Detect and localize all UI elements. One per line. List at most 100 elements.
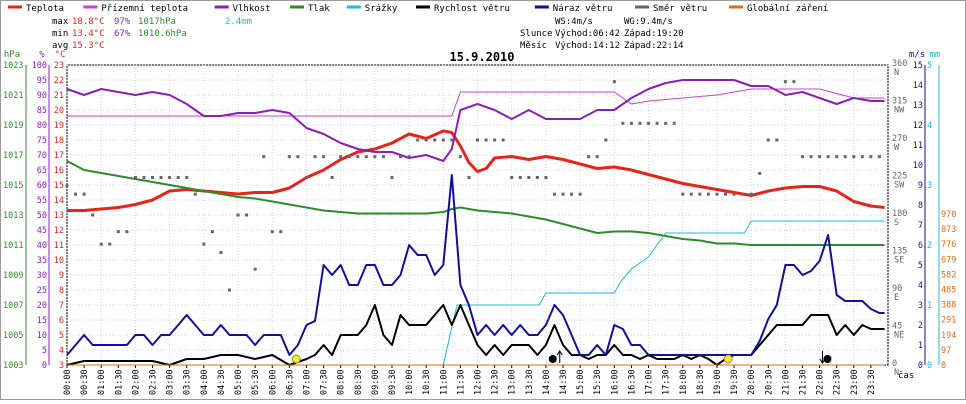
- axis-tick-ms: 1: [918, 341, 923, 351]
- stat-max-hum: 97%: [114, 17, 131, 27]
- series-point-dir: [262, 155, 266, 159]
- axis-tick-hpa: 1003: [3, 361, 23, 371]
- x-tick-label: 14:30: [559, 369, 569, 395]
- stat-min-hum: 67%: [114, 29, 131, 39]
- axis-tick-degc: 8: [59, 286, 64, 296]
- stats-block: max 18.8°C 97% 1017hPa 2.4mm min 13.4°C …: [52, 17, 252, 51]
- x-tick-label: 16:00: [610, 369, 620, 395]
- axis-tick-dir-name: N: [894, 68, 899, 78]
- series-point-dir: [518, 176, 522, 179]
- series-point-dir: [493, 138, 497, 142]
- axis-tick-ms: 8: [918, 201, 923, 211]
- x-tick-label: 21:30: [798, 369, 808, 395]
- axis-tick-hpa: 1011: [3, 241, 23, 251]
- axis-tick-ms: 3: [918, 301, 923, 311]
- axis-tick-ms: 0: [918, 361, 923, 371]
- axis-tick-dir-name: SW: [894, 181, 905, 191]
- axis-tick-mm: 3: [927, 181, 932, 191]
- axis-tick-dir-deg: 180: [892, 209, 907, 219]
- axis-tick-ms: 10: [913, 161, 923, 171]
- x-tick-label: 03:30: [183, 369, 193, 395]
- axis-tick-degc: 13: [54, 211, 64, 221]
- axis-tick-dir-deg: 0: [892, 359, 897, 369]
- chart-title: 15.9.2010: [449, 50, 514, 64]
- series-point-dir: [587, 155, 591, 159]
- stat-max-label: max: [52, 17, 69, 27]
- series-line-3: [66, 160, 885, 246]
- series-point-dir: [689, 192, 693, 196]
- x-tick-label: 19:00: [713, 369, 723, 395]
- x-tick-label: 10:30: [422, 369, 432, 395]
- axis-tick-pct: 40: [37, 241, 47, 251]
- series-point-dir: [441, 138, 445, 142]
- axis-tick-pct: 50: [37, 211, 47, 221]
- sunset-marker: [723, 354, 733, 364]
- series-point-dir: [467, 176, 471, 179]
- series-point-dir: [116, 230, 120, 234]
- axis-tick-ms: 7: [918, 221, 923, 231]
- x-tick-label: 09:00: [371, 369, 381, 395]
- x-tick-label: 05:30: [251, 369, 261, 395]
- legend-label-wind: Rychlost větru: [434, 4, 510, 14]
- x-tick-label: 16:30: [627, 369, 637, 395]
- axis-tick-ms: 9: [918, 181, 923, 191]
- axis-tick-rad: 873: [941, 225, 956, 235]
- axis-tick-dir-name: N: [894, 368, 899, 378]
- axis-tick-hpa: 1015: [3, 181, 23, 191]
- series-line-0: [67, 129, 885, 212]
- series-point-dir: [783, 80, 787, 84]
- series-point-dir: [219, 251, 223, 254]
- axis-tick-pct: 25: [37, 286, 47, 296]
- axis-tick-ms: 5: [918, 261, 923, 271]
- x-tick-label: 07:30: [320, 369, 330, 395]
- series-point-dir: [322, 155, 326, 159]
- x-tick-label: 14:00: [542, 369, 552, 395]
- axis-tick-dir-name: E: [894, 293, 899, 303]
- axis-tick-mm: 0: [927, 361, 932, 371]
- series-point-dir: [82, 192, 86, 196]
- series-point-dir: [604, 138, 608, 142]
- stat-min-temp: 13.4°C: [72, 29, 105, 39]
- info-sun-rise: Východ:06:42: [555, 29, 620, 39]
- series-point-dir: [638, 121, 642, 125]
- astro-info: WS:4m/s WG:9.4m/s Slunce Východ:06:42 Zá…: [520, 17, 684, 51]
- axis-tick-pct: 100: [32, 61, 47, 71]
- legend: Teplota Přízemní teplota Vlhkost Tlak Srážky…: [8, 4, 828, 14]
- x-tick-label: 11:30: [456, 369, 466, 395]
- x-tick-label: 05:00: [234, 369, 244, 395]
- axis-tick-degc: 12: [54, 226, 64, 236]
- series-point-dir: [304, 176, 308, 179]
- markers: [291, 350, 832, 364]
- axis-tick-dir-name: NW: [894, 106, 905, 116]
- series-point-dir: [595, 155, 599, 159]
- axis-tick-rad: 679: [941, 255, 956, 265]
- series-point-dir: [758, 171, 762, 175]
- axis-tick-pct: 35: [37, 256, 47, 266]
- axis-tick-degc: 11: [54, 241, 64, 251]
- x-tick-label: 23:30: [867, 369, 877, 395]
- axis-tick-hpa: 1017: [3, 151, 23, 161]
- legend-label-dir: Směr větru: [653, 4, 707, 14]
- series-line-4: [67, 220, 885, 366]
- axis-tick-degc: 16: [54, 166, 64, 176]
- series-point-dir: [108, 242, 112, 246]
- axis-tick-hpa: 1013: [3, 211, 23, 221]
- axis-unit-ms: m/s: [909, 50, 925, 60]
- moonset-marker: [823, 355, 832, 363]
- axis-tick-mm: 2: [927, 241, 932, 251]
- series-point-dir: [133, 176, 137, 179]
- legend-label-temp: Teplota: [26, 4, 64, 14]
- stat-max-rain: 2.4mm: [225, 17, 252, 27]
- axis-tick-dir-deg: 360: [892, 59, 907, 69]
- series-point-dir: [672, 121, 676, 125]
- series-point-dir: [202, 242, 206, 246]
- series-point-dir: [91, 213, 95, 217]
- axis-tick-pct: 20: [37, 301, 47, 311]
- series-point-dir: [681, 192, 685, 196]
- axis-tick-ms: 15: [913, 61, 923, 71]
- axis-unit-mm: mm: [930, 50, 941, 60]
- axis-tick-degc: 19: [54, 121, 64, 131]
- series-point-dir: [510, 176, 514, 179]
- axis-tick-rad: 97: [941, 346, 951, 356]
